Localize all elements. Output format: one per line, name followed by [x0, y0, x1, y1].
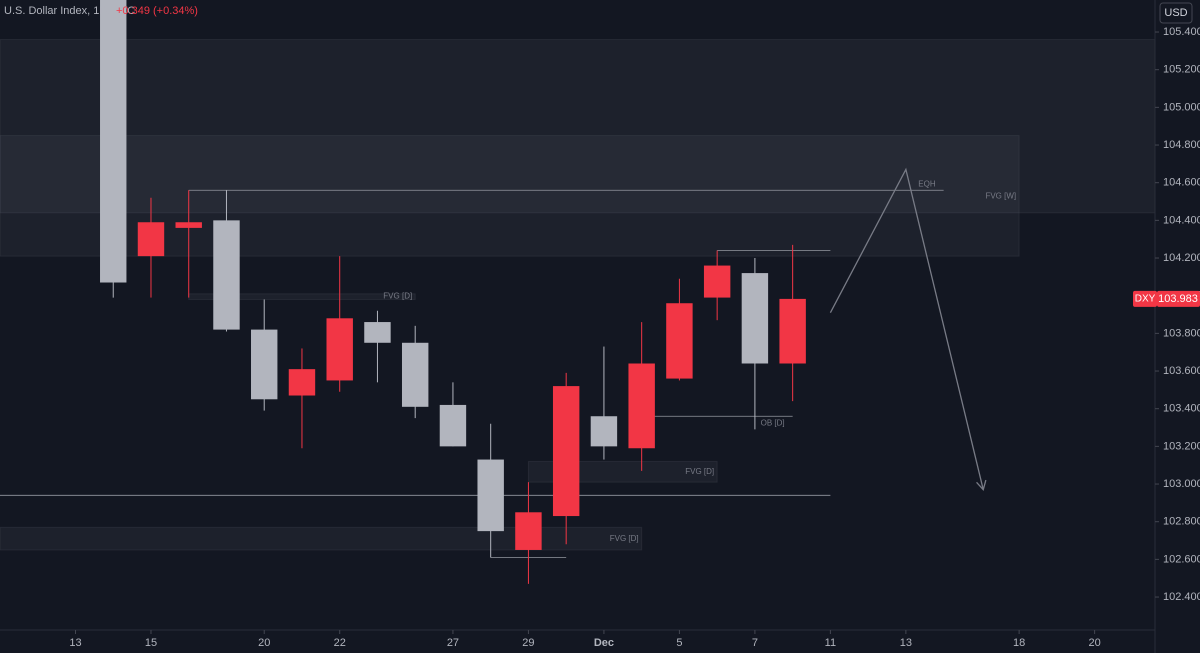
y-tick-label: 104.200	[1163, 252, 1200, 264]
fvg-zone	[0, 526, 643, 551]
projection-arrowhead	[976, 479, 987, 492]
y-tick-label: 103.800	[1163, 327, 1200, 339]
candle-body	[288, 369, 316, 396]
candle-body	[364, 322, 391, 343]
x-tick-label: 13	[69, 637, 81, 649]
zone-label: FVG [D]	[383, 292, 412, 301]
level-label: EQH	[918, 179, 936, 188]
x-tick-label: 11	[825, 637, 836, 649]
x-tick-label: 13	[900, 637, 912, 649]
currency-label: USD	[1164, 7, 1187, 19]
y-tick-label: 102.600	[1163, 553, 1200, 565]
candle-body	[628, 363, 655, 449]
y-tick-label: 105.400	[1163, 26, 1200, 38]
x-tick-label: 27	[447, 637, 459, 649]
candle-body	[213, 220, 240, 330]
y-tick-label: 103.600	[1163, 365, 1200, 377]
candle-body	[137, 222, 165, 257]
candle-body	[590, 416, 618, 447]
y-tick-label: 103.200	[1163, 440, 1200, 452]
zone-label: FVG [W]	[985, 192, 1016, 201]
candle-body	[515, 512, 542, 550]
x-tick-label: 29	[522, 637, 534, 649]
x-tick-label: 18	[1013, 637, 1025, 649]
x-tick-label: 15	[145, 637, 157, 649]
x-tick-label: 7	[752, 637, 758, 649]
candle-body	[779, 298, 806, 364]
x-tick-label: 20	[1088, 637, 1100, 649]
candle-body	[477, 459, 504, 532]
y-tick-label: 104.600	[1163, 177, 1200, 189]
candle-body	[100, 0, 127, 283]
last-price-label: 103.983	[1158, 293, 1198, 305]
fvg-zone	[0, 135, 1020, 257]
candle-body	[439, 404, 467, 447]
candle-body	[741, 273, 769, 364]
last-price-badge	[1157, 290, 1200, 307]
zone-label: FVG [D]	[610, 534, 639, 543]
symbol-badge	[1133, 290, 1157, 307]
projection-path	[829, 167, 984, 490]
plot-area: FVG [W] FVG [D] FVG [D] FVG [D] EQH OB [D]	[0, 0, 1155, 584]
y-tick-label: 103.400	[1163, 403, 1200, 415]
candle-body	[251, 329, 278, 400]
candle-body	[326, 318, 353, 381]
symbol-label: DXY	[1135, 294, 1156, 305]
y-tick-label: 102.800	[1163, 516, 1200, 528]
y-tick-label: 102.400	[1163, 591, 1200, 603]
x-tick-label: 5	[676, 637, 682, 649]
currency-button[interactable]	[1159, 2, 1193, 24]
zone-label: FVG [D]	[685, 467, 714, 476]
y-tick-label: 104.800	[1163, 139, 1200, 151]
candle-body	[401, 342, 429, 407]
x-tick-label: 22	[334, 637, 346, 649]
level-label: OB [D]	[761, 418, 785, 427]
candle-body	[666, 303, 693, 379]
chart-title: U.S. Dollar Index, 1D, TVC	[4, 5, 135, 17]
candle-body	[552, 386, 580, 517]
fvg-zone	[0, 39, 1155, 214]
y-tick-label: 104.400	[1163, 214, 1200, 226]
candle-body	[703, 265, 731, 298]
price-change: +0.349 (+0.34%)	[116, 5, 198, 17]
x-tick-label: 20	[258, 637, 270, 649]
x-tick-label: Dec	[594, 637, 614, 649]
candle-body	[175, 222, 202, 228]
y-tick-label: 103.000	[1163, 478, 1200, 490]
y-tick-label: 105.200	[1163, 64, 1200, 76]
y-tick-label: 105.000	[1163, 101, 1200, 113]
